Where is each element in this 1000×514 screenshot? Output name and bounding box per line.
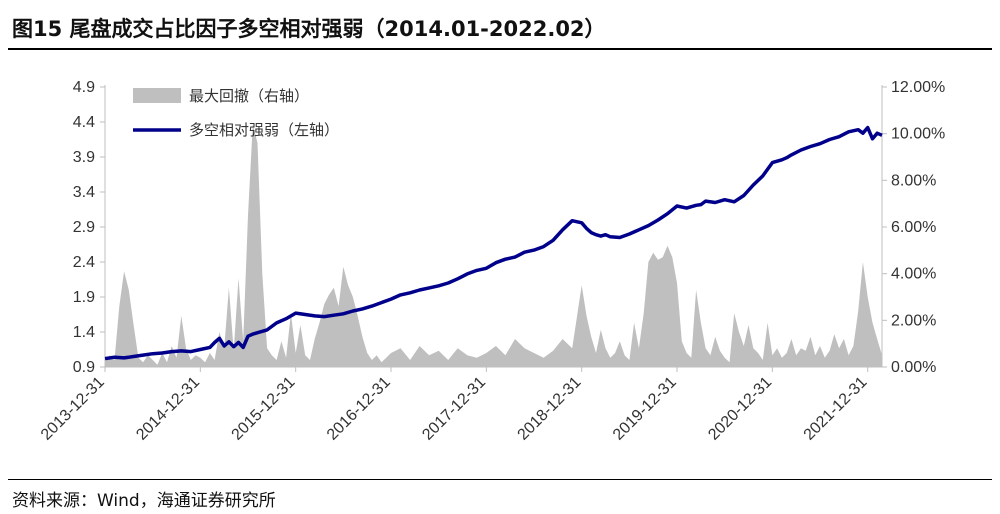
x-tick-label: 2018-12-31 (515, 374, 585, 444)
left-tick-label: 3.4 (73, 184, 95, 201)
left-tick-label: 3.9 (73, 149, 95, 166)
drawdown-area (105, 124, 882, 367)
x-tick-label: 2015-12-31 (229, 374, 299, 444)
right-tick-label: 0.00% (891, 359, 936, 376)
source-rule (8, 479, 992, 480)
legend-swatch-drawdown (133, 88, 181, 103)
left-tick-label: 0.9 (73, 359, 95, 376)
x-tick-label: 2020-12-31 (705, 374, 775, 444)
right-tick-label: 4.00% (891, 266, 936, 283)
right-tick-label: 8.00% (891, 172, 936, 189)
left-tick-label: 4.4 (73, 114, 95, 131)
chart: 0.9 1.4 1.9 2.4 2.9 3.4 3.9 4.4 4.9 0.00% 2.00% 4.0… (38, 79, 945, 444)
left-tick-label: 2.9 (73, 219, 95, 236)
x-tick-label: 2021-12-31 (801, 374, 871, 444)
figure-title: 图15 尾盘成交占比因子多空相对强弱（2014.01-2022.02） (12, 17, 606, 41)
right-tick-label: 10.00% (891, 126, 945, 143)
x-tick-label: 2017-12-31 (419, 374, 489, 444)
x-tick-label: 2016-12-31 (324, 374, 394, 444)
x-tick-label: 2019-12-31 (610, 374, 680, 444)
title-underline (8, 48, 992, 50)
right-tick-label: 2.00% (891, 312, 936, 329)
x-tick-label: 2014-12-31 (133, 374, 203, 444)
figure-title-bar: 图15 尾盘成交占比因子多空相对强弱（2014.01-2022.02） (0, 0, 1000, 50)
legend-label-long-short: 多空相对强弱（左轴） (189, 121, 339, 139)
x-tick-label: 2013-12-31 (38, 374, 108, 444)
source-note: 资料来源：Wind，海通证券研究所 (12, 491, 276, 511)
left-tick-label: 1.4 (73, 324, 95, 341)
left-tick-label: 1.9 (73, 289, 95, 306)
right-tick-label: 12.00% (891, 79, 945, 96)
long-short-line (104, 125, 883, 361)
legend-label-drawdown: 最大回撤（右轴） (189, 87, 309, 105)
left-tick-label: 4.9 (73, 79, 95, 96)
right-tick-label: 6.00% (891, 219, 936, 236)
left-tick-label: 2.4 (73, 254, 95, 271)
